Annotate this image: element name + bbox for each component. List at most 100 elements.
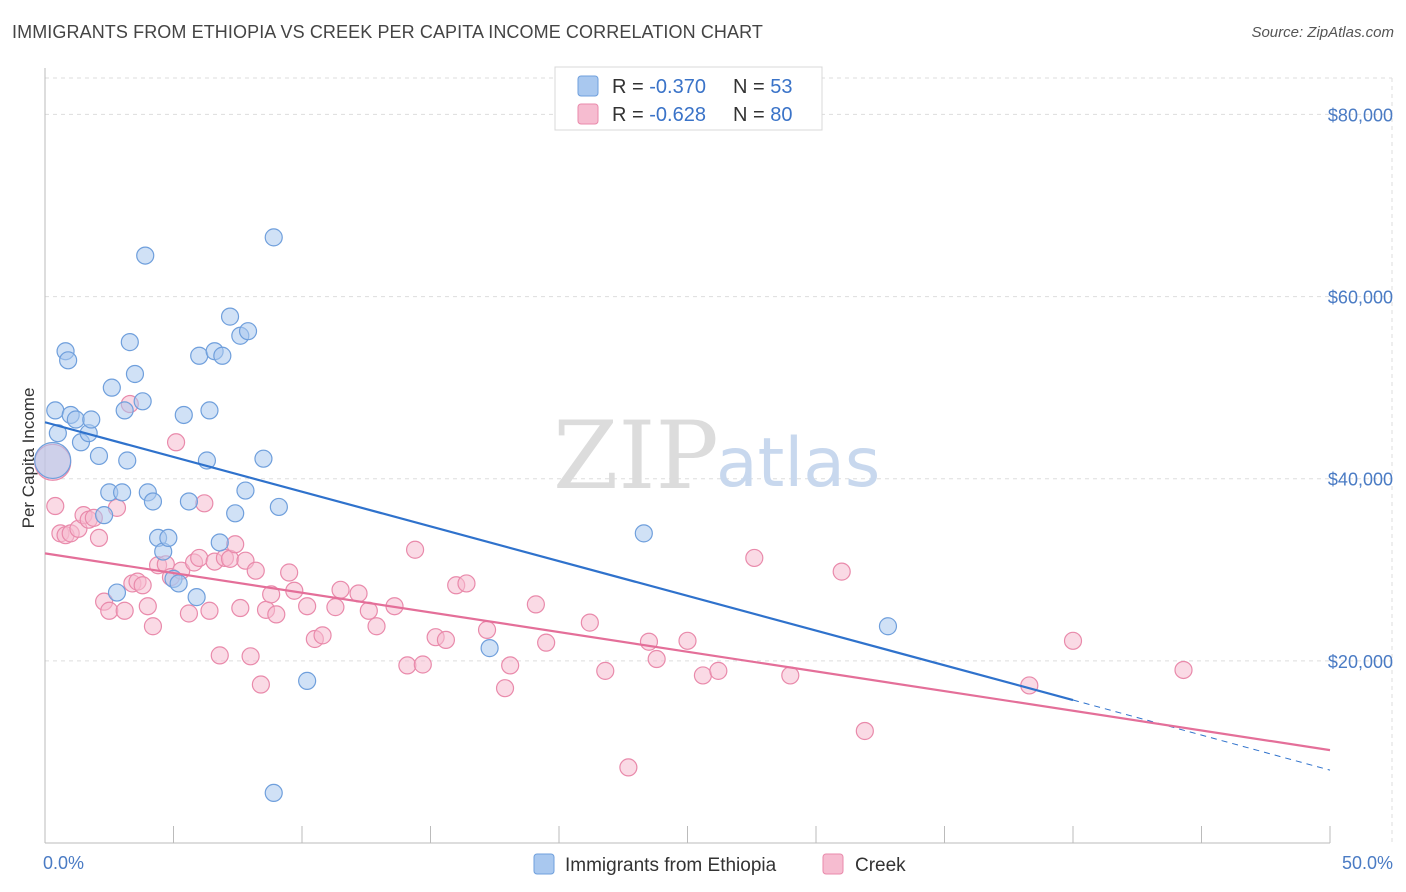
bottom-legend-swatch-ethiopia bbox=[533, 853, 555, 875]
creek-point-56 bbox=[413, 655, 432, 674]
ethiopia-point-50 bbox=[878, 617, 898, 636]
ethiopia-point-44 bbox=[264, 228, 283, 247]
ethiopia-point-45 bbox=[269, 497, 288, 517]
watermark-zip: ZIP bbox=[553, 402, 719, 511]
ethiopia-point-15 bbox=[112, 483, 132, 502]
creek-point-42 bbox=[267, 605, 286, 624]
creek-point-64 bbox=[526, 595, 545, 614]
creek-point-66 bbox=[580, 613, 599, 632]
creek-point-19 bbox=[143, 617, 163, 636]
creek-point-78 bbox=[1020, 676, 1039, 695]
ethiopia-point-0 bbox=[34, 441, 72, 480]
creek-point-45 bbox=[298, 597, 317, 616]
legend-n-value-1: 53 bbox=[770, 76, 792, 98]
trend-lines bbox=[44, 421, 1331, 771]
ethiopia-point-36 bbox=[210, 533, 229, 552]
watermark: ZIP atlas bbox=[553, 402, 880, 511]
ethiopia-point-21 bbox=[136, 246, 155, 265]
creek-trend-line bbox=[44, 552, 1331, 752]
legend-row-ethiopia: R = -0.370 N = 53 bbox=[612, 76, 793, 98]
creek-point-79 bbox=[1063, 631, 1083, 650]
creek-point-1 bbox=[46, 496, 65, 516]
ethiopia-point-4 bbox=[59, 351, 78, 370]
creek-point-49 bbox=[331, 580, 350, 599]
creek-point-73 bbox=[709, 661, 728, 680]
legend-r-label-2: R = bbox=[612, 104, 649, 126]
legend-n-label-1: N = bbox=[733, 76, 770, 98]
y-axis-label: Per Capita Income bbox=[19, 388, 38, 529]
creek-point-43 bbox=[280, 563, 299, 582]
creek-point-48 bbox=[326, 598, 345, 617]
creek-point-62 bbox=[495, 679, 515, 698]
ethiopia-point-41 bbox=[236, 481, 255, 500]
y-tick-labels: $20,000 $40,000 $60,000 $80,000 bbox=[1328, 105, 1393, 671]
legend-n-label-2: N = bbox=[733, 104, 770, 126]
creek-point-74 bbox=[745, 548, 764, 568]
creek-point-28 bbox=[195, 494, 214, 513]
ethiopia-trend-line bbox=[44, 421, 1074, 702]
creek-point-23 bbox=[166, 433, 186, 452]
bottom-legend-swatch-creek bbox=[822, 853, 844, 875]
legend-swatch-creek bbox=[577, 103, 599, 125]
ethiopia-point-32 bbox=[190, 346, 209, 365]
creek-point-47 bbox=[313, 626, 332, 645]
ethiopia-point-31 bbox=[187, 588, 206, 607]
creek-point-39 bbox=[251, 675, 270, 694]
creek-point-31 bbox=[210, 646, 229, 665]
creek-point-68 bbox=[619, 758, 638, 777]
legend-swatch-ethiopia bbox=[577, 75, 599, 97]
creek-point-60 bbox=[457, 574, 476, 593]
creek-point-65 bbox=[537, 633, 556, 652]
y-tick-label-1: $40,000 bbox=[1328, 470, 1393, 490]
creek-point-70 bbox=[647, 649, 666, 669]
creek-point-13 bbox=[115, 601, 134, 620]
ethiopia-point-20 bbox=[133, 392, 152, 411]
creek-point-18 bbox=[138, 597, 157, 616]
legend-n-value-2: 80 bbox=[770, 104, 792, 126]
creek-point-52 bbox=[367, 617, 386, 636]
ethiopia-point-34 bbox=[200, 401, 219, 420]
ethiopia-point-19 bbox=[125, 364, 145, 384]
ethiopia-point-10 bbox=[89, 446, 109, 466]
ethiopia-trend-extension bbox=[1072, 699, 1331, 771]
creek-point-29 bbox=[200, 601, 219, 620]
x-tick-labels: 0.0% 50.0% bbox=[43, 853, 1393, 873]
ethiopia-point-18 bbox=[120, 333, 139, 352]
y-tick-label-0: $20,000 bbox=[1328, 652, 1393, 672]
creek-point-80 bbox=[1174, 660, 1193, 680]
x-tick-label-1: 50.0% bbox=[1342, 853, 1393, 873]
ethiopia-point-37 bbox=[213, 346, 232, 365]
chart-title: IMMIGRANTS FROM ETHIOPIA VS CREEK PER CA… bbox=[12, 22, 763, 42]
ethiopia-point-23 bbox=[143, 492, 163, 511]
series-legend: Immigrants from Ethiopia Creek bbox=[533, 853, 906, 876]
creek-point-67 bbox=[596, 661, 615, 680]
x-tick-label-0: 0.0% bbox=[43, 853, 84, 873]
ethiopia-point-30 bbox=[179, 492, 199, 511]
creek-point-72 bbox=[693, 666, 713, 685]
ethiopia-point-16 bbox=[115, 401, 134, 420]
creek-points bbox=[34, 394, 1193, 777]
creek-point-77 bbox=[855, 721, 874, 741]
y-tick-label-3: $80,000 bbox=[1328, 105, 1393, 125]
ethiopia-point-9 bbox=[82, 410, 101, 429]
creek-point-76 bbox=[832, 562, 851, 581]
ethiopia-point-11 bbox=[95, 506, 114, 525]
ethiopia-point-17 bbox=[118, 451, 137, 470]
ethiopia-point-46 bbox=[264, 783, 283, 803]
creek-point-41 bbox=[262, 585, 281, 604]
ethiopia-point-42 bbox=[238, 322, 258, 341]
creek-point-71 bbox=[678, 631, 697, 650]
ethiopia-point-48 bbox=[480, 639, 499, 658]
bottom-legend-label-ethiopia: Immigrants from Ethiopia bbox=[565, 855, 777, 876]
creek-point-58 bbox=[436, 630, 456, 650]
ethiopia-point-14 bbox=[107, 583, 127, 602]
creek-point-9 bbox=[89, 528, 109, 548]
source-label: Source: ZipAtlas.com bbox=[1251, 24, 1394, 41]
ethiopia-point-6 bbox=[66, 410, 85, 429]
creek-point-54 bbox=[398, 656, 417, 675]
ethiopia-points bbox=[34, 228, 898, 803]
creek-point-27 bbox=[190, 548, 209, 568]
creek-point-37 bbox=[241, 647, 260, 666]
creek-point-34 bbox=[226, 535, 245, 554]
